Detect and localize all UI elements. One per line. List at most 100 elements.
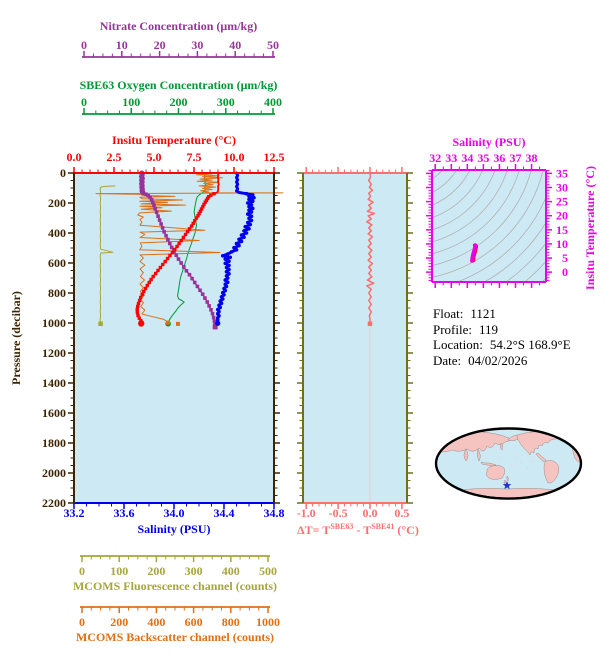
profile-label: Profile: [433,321,472,337]
svg-text:35: 35 [477,151,489,165]
float-info-float: Float: 1121 [433,306,571,322]
svg-text:300: 300 [185,564,203,578]
svg-text:400: 400 [264,95,282,109]
svg-text:400: 400 [48,226,66,240]
svg-text:33: 33 [445,151,457,165]
svg-text:MCOMS Fluorescence channel (co: MCOMS Fluorescence channel (counts) [73,579,277,593]
date-value: 04/02/2026 [468,352,528,368]
profile-value: 119 [479,321,499,337]
svg-text:12.5: 12.5 [264,150,285,164]
delta-label-suffix: (°C) [394,523,419,537]
svg-text:800: 800 [222,615,240,629]
axis-oxygen: 0 100 200 300 400 SBE63 Oxygen Concentration … [80,78,282,115]
svg-text:0: 0 [79,564,85,578]
svg-text:7.5: 7.5 [187,150,202,164]
svg-text:35: 35 [556,166,568,180]
svg-text:30: 30 [556,180,568,194]
svg-text:30: 30 [191,38,203,52]
svg-text:20: 20 [556,209,568,223]
main-spines: 0.0 2.5 5.0 7.5 10.0 12.5 Insitu Temperature (… [9,133,285,536]
series-nitrate_surface [139,170,146,195]
svg-text:34.4: 34.4 [214,506,235,520]
svg-text:200: 200 [170,95,188,109]
svg-text:5.0: 5.0 [147,150,162,164]
svg-text:1200: 1200 [42,346,66,360]
svg-text:Insitu Temperature (°C): Insitu Temperature (°C) [112,133,236,147]
main-series [95,170,284,330]
svg-text:-0.5: -0.5 [329,506,348,520]
svg-text:100: 100 [110,564,128,578]
float-info: Float: 1121 Profile: 119 Location: 54.2°S 1… [433,306,571,368]
svg-text:500: 500 [259,564,277,578]
float-info-profile: Profile: 119 [433,322,571,338]
delta-label-mid: - T [353,523,372,537]
delta-t-axis-label: ΔT= TSBE63 - TSBE41 (°C) [288,522,428,538]
svg-text:MCOMS Backscatter channel (cou: MCOMS Backscatter channel (counts) [76,630,274,644]
svg-text:Nitrate Concentration (μm/kg): Nitrate Concentration (μm/kg) [100,19,257,33]
svg-text:0: 0 [79,615,85,629]
svg-text:0.5: 0.5 [394,506,409,520]
svg-text:10: 10 [556,237,568,251]
svg-text:40: 40 [229,38,241,52]
svg-text:37: 37 [509,151,521,165]
date-label: Date: [433,352,462,368]
svg-text:10: 10 [116,38,128,52]
svg-text:2200: 2200 [42,496,66,510]
svg-text:0.0: 0.0 [362,506,377,520]
delta-label-prefix: ΔT= T [297,523,331,537]
world-map [434,427,583,500]
delta-spines: -1.0 -0.5 0.0 0.5 [297,167,413,520]
svg-text:-1.0: -1.0 [297,506,316,520]
svg-text:SBE63 Oxygen Concentration (μm: SBE63 Oxygen Concentration (μm/kg) [80,78,278,92]
svg-text:2.5: 2.5 [107,150,122,164]
svg-text:400: 400 [222,564,240,578]
series-ts_sbe63 [470,243,478,263]
svg-text:34.8: 34.8 [264,506,285,520]
location-value: 54.2°S 168.9°E [489,337,571,352]
svg-text:33.6: 33.6 [114,506,135,520]
svg-text:Salinity (PSU): Salinity (PSU) [452,135,525,149]
svg-text:200: 200 [48,196,66,210]
float-position-star [502,481,512,490]
series-delta_t [366,172,376,326]
float-info-location: Location: 54.2°S 168.9°E [433,337,571,353]
svg-text:600: 600 [48,256,66,270]
svg-text:36: 36 [493,151,505,165]
float-info-date: Date: 04/02/2026 [433,353,571,369]
svg-text:34.0: 34.0 [164,506,185,520]
svg-text:0: 0 [562,265,568,279]
svg-text:Insitu Temperature (°C): Insitu Temperature (°C) [583,166,597,290]
delta-label-sup1: SBE63 [330,522,354,531]
svg-text:10.0: 10.0 [224,150,245,164]
svg-text:100: 100 [122,95,140,109]
float-label: Float: [433,306,464,321]
svg-text:0: 0 [60,166,66,180]
svg-text:2000: 2000 [42,466,66,480]
svg-text:0.0: 0.0 [67,150,82,164]
svg-text:1600: 1600 [42,406,66,420]
svg-text:800: 800 [48,286,66,300]
svg-text:33.2: 33.2 [64,506,85,520]
svg-text:38: 38 [526,151,538,165]
location-label: Location: [433,337,483,352]
svg-text:50: 50 [267,38,279,52]
svg-text:15: 15 [556,223,568,237]
svg-text:200: 200 [110,615,128,629]
delta-t-plot: -1.0 -0.5 0.0 0.5 [297,167,413,520]
main-profile-plot: 0.0 2.5 5.0 7.5 10.0 12.5 Insitu Temperature (… [9,133,285,536]
svg-text:32: 32 [429,151,441,165]
axis-nitrate: 0 10 20 30 40 50 Nitrate Concentration (μm/kg) [81,19,279,58]
float-value: 1121 [470,306,496,321]
svg-text:Salinity (PSU): Salinity (PSU) [137,522,210,536]
svg-text:20: 20 [154,38,166,52]
series-fluorescence [98,185,116,326]
svg-text:1800: 1800 [42,436,66,450]
svg-text:Pressure (decibar): Pressure (decibar) [9,291,23,385]
svg-text:200: 200 [147,564,165,578]
series-temperature [135,172,220,327]
